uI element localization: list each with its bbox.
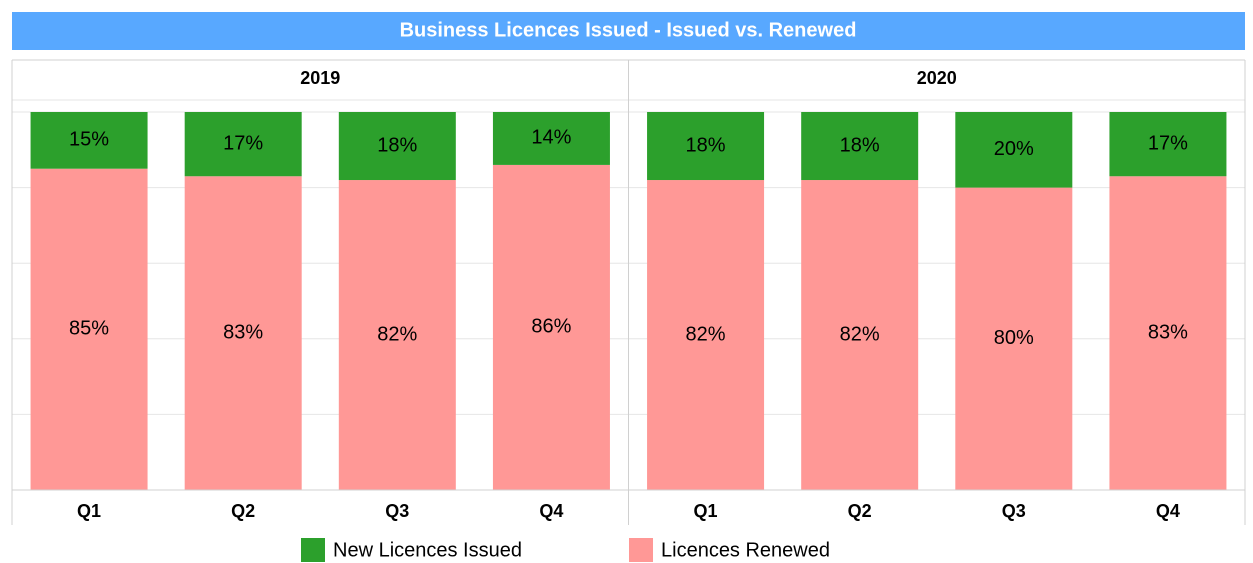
x-tick-label: Q1 xyxy=(694,501,718,521)
bar-segment xyxy=(647,112,765,181)
bar-segment xyxy=(30,112,148,169)
x-tick-label: Q2 xyxy=(848,501,872,521)
value-label: 83% xyxy=(1148,321,1188,343)
bar-segment xyxy=(801,112,919,181)
legend-swatch xyxy=(629,538,653,562)
bar-segment xyxy=(184,176,302,490)
bar-segment xyxy=(338,180,456,491)
bar-segment xyxy=(492,112,610,165)
bar-segment xyxy=(1109,112,1227,177)
x-tick-label: Q3 xyxy=(385,501,409,521)
title-bar xyxy=(12,12,1245,50)
value-label: 14% xyxy=(531,127,571,149)
bar-segment xyxy=(955,112,1073,188)
value-label: 20% xyxy=(994,138,1034,160)
value-label: 80% xyxy=(994,327,1034,349)
bar-segment xyxy=(338,112,456,181)
bar-segment xyxy=(801,180,919,491)
group-label: 2019 xyxy=(300,68,340,88)
chart-title: Business Licences Issued - Issued vs. Re… xyxy=(400,19,857,41)
bar-segment xyxy=(955,187,1073,490)
group-label: 2020 xyxy=(917,68,957,88)
legend-label: New Licences Issued xyxy=(333,539,522,561)
value-label: 82% xyxy=(840,323,880,345)
value-label: 17% xyxy=(1148,132,1188,154)
value-label: 86% xyxy=(531,316,571,338)
bar-segment xyxy=(492,164,610,491)
value-label: 17% xyxy=(223,132,263,154)
value-label: 85% xyxy=(69,318,109,340)
legend-swatch xyxy=(301,538,325,562)
value-label: 15% xyxy=(69,129,109,151)
x-tick-label: Q3 xyxy=(1002,501,1026,521)
value-label: 82% xyxy=(686,323,726,345)
value-label: 18% xyxy=(840,134,880,156)
x-tick-label: Q4 xyxy=(539,501,563,521)
legend-label: Licences Renewed xyxy=(661,539,830,561)
bar-segment xyxy=(647,180,765,491)
value-label: 83% xyxy=(223,321,263,343)
x-tick-label: Q4 xyxy=(1156,501,1180,521)
x-tick-label: Q2 xyxy=(231,501,255,521)
value-label: 82% xyxy=(377,323,417,345)
bar-segment xyxy=(184,112,302,177)
x-tick-label: Q1 xyxy=(77,501,101,521)
value-label: 18% xyxy=(377,134,417,156)
value-label: 18% xyxy=(686,134,726,156)
bar-segment xyxy=(1109,176,1227,490)
bar-segment xyxy=(30,168,148,490)
